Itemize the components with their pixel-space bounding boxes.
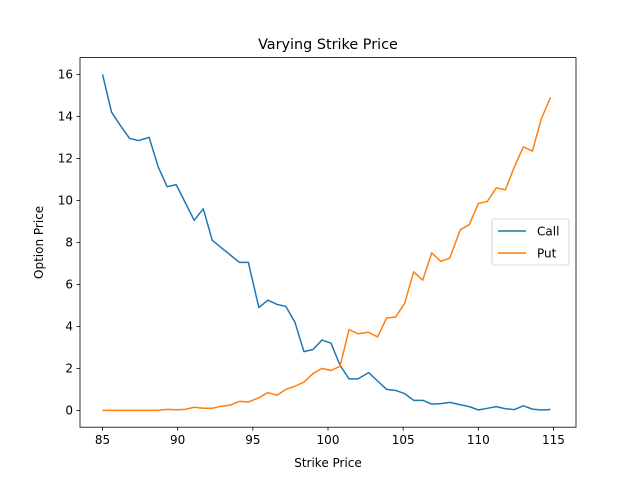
y-tick-label: 8	[65, 236, 73, 250]
y-axis-label: Option Price	[32, 206, 46, 279]
y-tick-label: 14	[58, 110, 73, 124]
x-tick-label: 85	[95, 433, 110, 447]
x-axis-ticks: 85 90 95 100 105 110 115	[95, 427, 565, 447]
x-tick-label: 115	[542, 433, 565, 447]
chart-title: Varying Strike Price	[258, 37, 398, 53]
y-tick-label: 10	[58, 194, 73, 208]
y-axis-ticks: 0 2 4 6 8 10 12 14 16	[58, 68, 80, 418]
x-tick-label: 90	[170, 433, 185, 447]
y-tick-label: 2	[65, 362, 73, 376]
series-line-call	[101, 74, 551, 411]
series-line-put	[102, 97, 552, 412]
legend-put-label: Put	[537, 247, 557, 261]
y-tick-label: 16	[58, 68, 73, 82]
x-tick-label: 105	[392, 433, 415, 447]
plot-lines	[101, 74, 552, 412]
x-tick-label: 100	[317, 433, 340, 447]
y-tick-label: 6	[65, 278, 73, 292]
x-tick-label: 95	[245, 433, 260, 447]
legend: Call Put	[491, 218, 570, 266]
x-tick-label: 110	[467, 433, 490, 447]
x-axis-label: Strike Price	[294, 456, 362, 470]
y-tick-label: 4	[65, 320, 73, 334]
legend-call-label: Call	[537, 225, 559, 239]
y-tick-label: 12	[58, 152, 73, 166]
y-tick-label: 0	[65, 404, 73, 418]
